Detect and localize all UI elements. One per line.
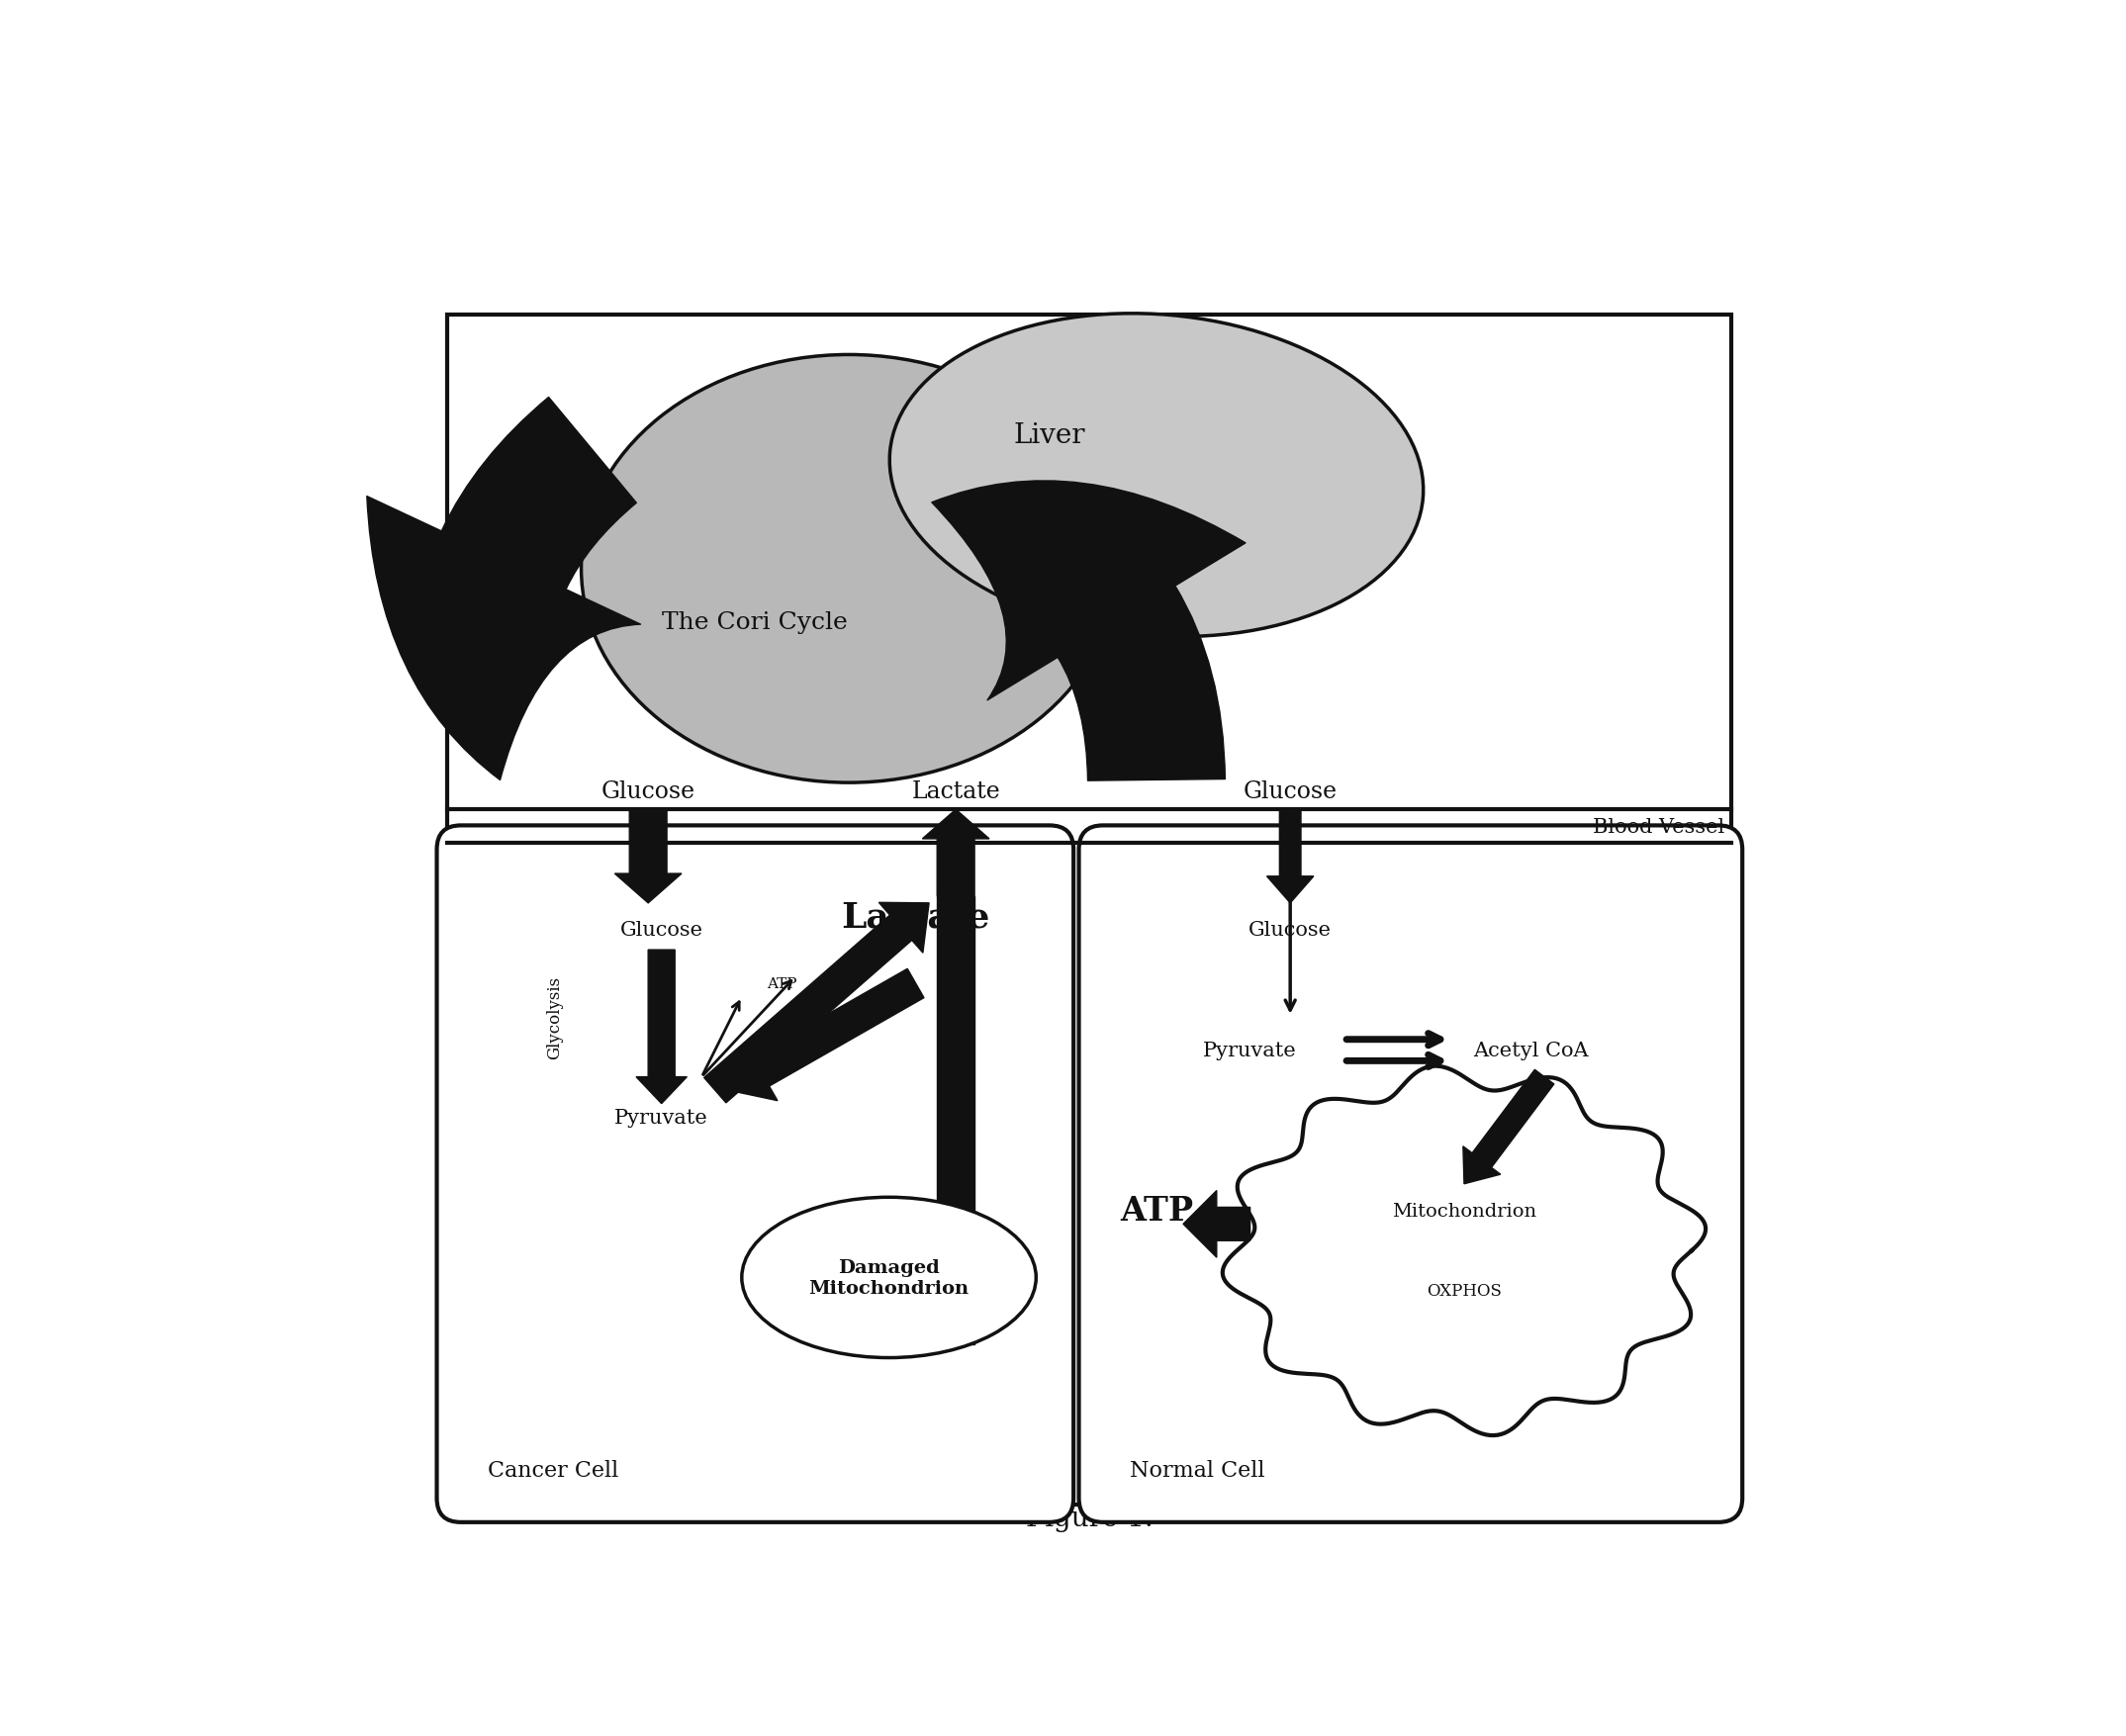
Text: Pyruvate: Pyruvate xyxy=(614,1108,708,1127)
FancyArrow shape xyxy=(729,969,925,1101)
Text: Lactate: Lactate xyxy=(912,781,999,804)
FancyArrow shape xyxy=(923,809,989,898)
Ellipse shape xyxy=(580,356,1116,783)
FancyArrow shape xyxy=(614,809,682,903)
FancyArrow shape xyxy=(1463,1069,1554,1184)
Text: ATP: ATP xyxy=(1120,1194,1193,1227)
Text: Lactate: Lactate xyxy=(842,899,991,934)
Text: Pyruvate: Pyruvate xyxy=(1203,1042,1297,1061)
FancyArrow shape xyxy=(938,898,974,1344)
FancyArrow shape xyxy=(704,903,929,1102)
FancyArrow shape xyxy=(1184,1191,1250,1257)
FancyBboxPatch shape xyxy=(1078,826,1743,1522)
Text: Glucose: Glucose xyxy=(602,781,695,804)
Text: Blood Vessel: Blood Vessel xyxy=(1592,818,1724,837)
Text: Damaged
Mitochondrion: Damaged Mitochondrion xyxy=(808,1259,969,1297)
Text: Cancer Cell: Cancer Cell xyxy=(487,1460,619,1481)
Text: Figure 1.: Figure 1. xyxy=(1027,1505,1152,1531)
Text: Glucose: Glucose xyxy=(621,920,704,939)
FancyArrow shape xyxy=(636,950,687,1104)
Text: Liver: Liver xyxy=(1014,422,1084,450)
Text: Acetyl CoA: Acetyl CoA xyxy=(1473,1042,1588,1061)
Text: ATP: ATP xyxy=(767,977,797,991)
Text: Glucose: Glucose xyxy=(1248,920,1331,939)
Text: Normal Cell: Normal Cell xyxy=(1129,1460,1265,1481)
Text: Glucose: Glucose xyxy=(1244,781,1337,804)
Text: The Cori Cycle: The Cori Cycle xyxy=(663,611,848,634)
Text: OXPHOS: OXPHOS xyxy=(1427,1283,1501,1300)
FancyBboxPatch shape xyxy=(436,826,1074,1522)
Ellipse shape xyxy=(889,314,1422,637)
FancyArrow shape xyxy=(1267,809,1314,903)
Ellipse shape xyxy=(742,1198,1035,1358)
Polygon shape xyxy=(1222,1066,1705,1436)
Text: Glycolysis: Glycolysis xyxy=(546,976,563,1059)
Text: Mitochondrion: Mitochondrion xyxy=(1393,1201,1537,1220)
FancyBboxPatch shape xyxy=(446,316,1733,1505)
